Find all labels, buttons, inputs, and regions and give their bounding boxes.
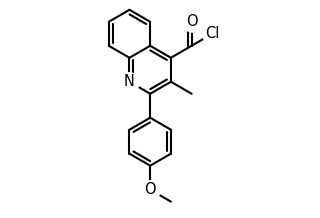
Text: Cl: Cl — [205, 26, 220, 41]
Text: O: O — [186, 14, 197, 29]
Text: O: O — [144, 182, 156, 197]
Text: N: N — [124, 74, 135, 89]
